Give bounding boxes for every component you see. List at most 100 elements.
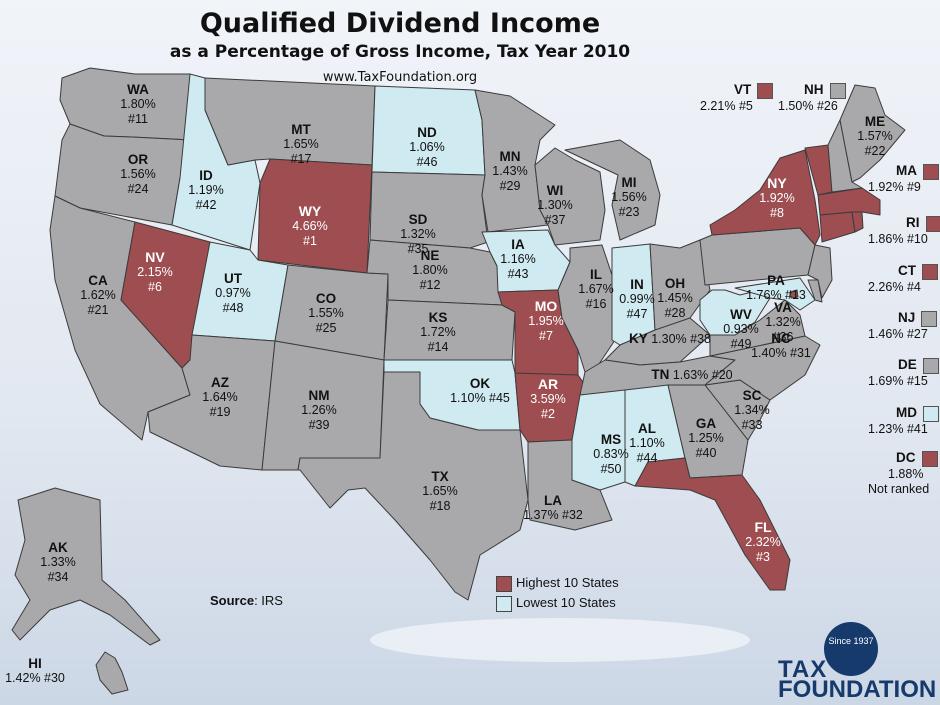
state-rank-NM: #39 bbox=[308, 418, 330, 432]
state-rank-TX: #18 bbox=[429, 499, 451, 513]
state-abbr-NY: NY bbox=[767, 175, 787, 191]
state-abbr-SD: SD bbox=[408, 212, 428, 227]
state-label-ME: ME 1.57% #22 bbox=[857, 114, 892, 159]
swatch-VT bbox=[757, 82, 774, 99]
state-abbr-KY: KY bbox=[628, 331, 648, 346]
state-abbr-NM: NM bbox=[308, 388, 330, 403]
side-label-RI: RI 1.86% #10 bbox=[868, 215, 940, 247]
legend-swatch-lowest bbox=[496, 595, 512, 612]
state-abbr-ID: ID bbox=[199, 168, 213, 183]
state-value-LA: 1.37% #32 bbox=[523, 508, 583, 522]
state-value-HI: 1.42% #30 bbox=[5, 671, 65, 685]
state-abbr-NE: NE bbox=[420, 248, 440, 263]
state-label-MT: MT 1.65% #17 bbox=[283, 122, 318, 167]
state-pct-FL: 2.32% bbox=[745, 535, 781, 549]
state-WI bbox=[534, 147, 606, 246]
state-abbr-ME: ME bbox=[864, 114, 886, 129]
state-pct-ME: 1.57% bbox=[857, 129, 893, 143]
state-NJ bbox=[807, 244, 833, 299]
state-HI bbox=[95, 651, 129, 695]
swatch-CT bbox=[922, 263, 938, 280]
side-label-MD: MD 1.23% #41 bbox=[868, 405, 939, 437]
state-abbr-TX: TX bbox=[431, 469, 449, 484]
state-abbr-MT: MT bbox=[291, 122, 311, 137]
state-abbr-CA: CA bbox=[88, 273, 108, 288]
state-pct-WY: 4.66% bbox=[292, 219, 328, 233]
state-pct-ID: 1.19% bbox=[188, 183, 224, 197]
state-abbr-IA: IA bbox=[511, 237, 525, 252]
state-rank-IL: #16 bbox=[585, 297, 607, 311]
capitol-seal-icon: Since 1937 bbox=[824, 622, 878, 676]
state-pct-MN: 1.43% bbox=[492, 164, 528, 178]
state-label-AR: AR 3.59% #2 bbox=[530, 377, 565, 422]
side-label-CT: CT 2.26% #4 bbox=[868, 263, 938, 295]
state-rank-CA: #21 bbox=[87, 303, 109, 317]
state-rank-KS: #14 bbox=[427, 340, 449, 354]
state-pct-MO: 1.95% bbox=[528, 314, 564, 328]
state-DC bbox=[789, 289, 799, 299]
legend: Highest 10 States Lowest 10 States bbox=[496, 575, 619, 615]
state-CO bbox=[274, 264, 389, 361]
swatch-MD bbox=[923, 405, 939, 422]
state-AK bbox=[11, 487, 161, 646]
state-rank-AZ: #19 bbox=[209, 405, 231, 419]
state-pct-VA: 1.32% bbox=[765, 315, 801, 329]
tax-foundation-logo: Since 1937 TAX FOUNDATION bbox=[778, 622, 936, 703]
state-label-IA: IA 1.16% #43 bbox=[500, 237, 535, 282]
state-WY bbox=[257, 158, 373, 274]
swatch-RI bbox=[925, 215, 940, 232]
state-pct-IN: 0.99% bbox=[619, 292, 655, 306]
state-abbr-MS: MS bbox=[600, 432, 622, 447]
state-rank-NY: #8 bbox=[770, 206, 784, 220]
state-abbr-WI: WI bbox=[546, 183, 564, 198]
state-value-PA: 1.76% #13 bbox=[746, 288, 806, 302]
state-label-ID: ID 1.19% #42 bbox=[188, 168, 223, 213]
state-abbr-PA: PA bbox=[767, 273, 785, 288]
state-abbr-AL: AL bbox=[637, 421, 656, 436]
state-rank-GA: #40 bbox=[695, 446, 717, 460]
legend-swatch-highest bbox=[496, 575, 512, 592]
state-rank-SC: #33 bbox=[741, 418, 763, 432]
state-abbr-MI: MI bbox=[621, 175, 637, 190]
state-abbr-MO: MO bbox=[534, 298, 558, 314]
map-title: Qualified Dividend Income bbox=[199, 8, 601, 39]
state-ME bbox=[839, 84, 906, 183]
state-pct-UT: 0.97% bbox=[215, 286, 251, 300]
side-label-NJ: NJ 1.46% #27 bbox=[868, 310, 938, 342]
swatch-NJ bbox=[921, 310, 938, 327]
state-abbr-AK: AK bbox=[48, 540, 68, 555]
state-MD bbox=[734, 277, 816, 311]
state-rank-MO: #7 bbox=[539, 329, 553, 343]
state-label-OR: OR 1.56% #24 bbox=[120, 152, 155, 197]
state-abbr-VA: VA bbox=[774, 300, 792, 315]
state-pct-SC: 1.34% bbox=[734, 403, 770, 417]
state-rank-AL: #44 bbox=[636, 451, 658, 465]
state-abbr-OR: OR bbox=[127, 152, 149, 167]
state-pct-AZ: 1.64% bbox=[202, 390, 238, 404]
state-abbr-UT: UT bbox=[223, 271, 242, 286]
side-label-VT: VT 2.21% #5 bbox=[700, 82, 774, 114]
state-MI bbox=[564, 139, 661, 241]
state-abbr-IL: IL bbox=[589, 267, 602, 282]
swatch-NH bbox=[829, 82, 846, 99]
state-label-LA: LA 1.37% #32 bbox=[523, 493, 583, 523]
state-rank-AR: #2 bbox=[541, 407, 555, 421]
state-NY bbox=[709, 149, 821, 246]
website-url: www.TaxFoundation.org bbox=[322, 70, 478, 85]
state-rank-WV: #49 bbox=[730, 337, 752, 351]
state-label-WA: WA 1.80% #11 bbox=[120, 82, 155, 127]
state-abbr-IN: IN bbox=[630, 277, 644, 292]
state-pct-AL: 1.10% bbox=[629, 436, 665, 450]
state-abbr-NC: NC bbox=[771, 331, 791, 346]
state-pct-CO: 1.55% bbox=[308, 306, 344, 320]
legend-lowest: Lowest 10 States bbox=[496, 595, 619, 615]
state-rank-MI: #23 bbox=[618, 205, 640, 219]
state-CT bbox=[819, 211, 856, 243]
state-rank-ND: #46 bbox=[416, 155, 438, 169]
state-rank-NV: #6 bbox=[148, 280, 162, 294]
state-pct-NY: 1.92% bbox=[759, 191, 795, 205]
state-abbr-AZ: AZ bbox=[210, 375, 229, 390]
state-label-VA: VA 1.32% #36 bbox=[765, 300, 800, 345]
state-pct-OH: 1.45% bbox=[657, 291, 693, 305]
